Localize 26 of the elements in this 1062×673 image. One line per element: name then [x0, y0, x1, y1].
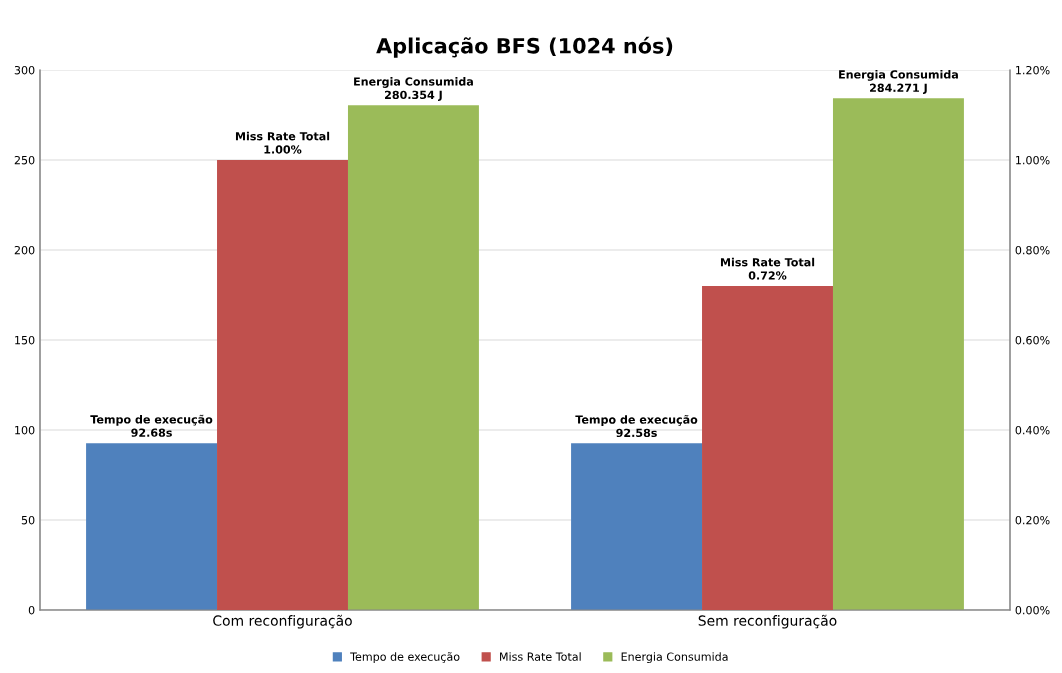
- x-tick-label: Sem reconfiguração: [698, 614, 837, 629]
- y-tick-label: 50: [21, 515, 35, 525]
- y-tick-label: 100: [15, 425, 35, 435]
- y2-tick-label: 1.20%: [1016, 65, 1050, 75]
- y-tick-label: 300: [14, 65, 35, 75]
- data-label: Tempo de execução 92.58s: [575, 414, 698, 438]
- y2-tick-label: 0.00%: [1015, 605, 1050, 615]
- data-label: Energia Consumida 284.271 J: [839, 70, 958, 95]
- y-tick-label: 0: [28, 605, 35, 615]
- y-tick-label: 150: [15, 335, 35, 345]
- y2-tick-label: 0.80%: [1015, 245, 1050, 255]
- data-label: Miss Rate Total 0.72%: [720, 257, 815, 280]
- y2-tick-label: 0.40%: [1015, 425, 1050, 435]
- y2-tick-label: 1.00%: [1016, 155, 1050, 165]
- legend-label: Miss Rate Total: [500, 652, 581, 661]
- y-tick-label: 250: [14, 155, 35, 165]
- y2-tick-label: 0.60%: [1015, 335, 1050, 345]
- legend-label: Energia Consumida: [621, 652, 728, 663]
- x-tick-label: Com reconfiguração: [213, 614, 352, 629]
- data-label: Energia Consumida 280.354 J: [354, 77, 473, 102]
- data-label: Miss Rate Total 1.00%: [235, 131, 330, 154]
- y2-tick-label: 0.20%: [1015, 515, 1050, 525]
- chart-title: Aplicação BFS (1024 nós): [376, 36, 673, 58]
- y-tick-label: 200: [14, 245, 35, 255]
- legend-label: Tempo de execução: [350, 652, 460, 663]
- data-label: Tempo de execução 92.68s: [90, 414, 213, 437]
